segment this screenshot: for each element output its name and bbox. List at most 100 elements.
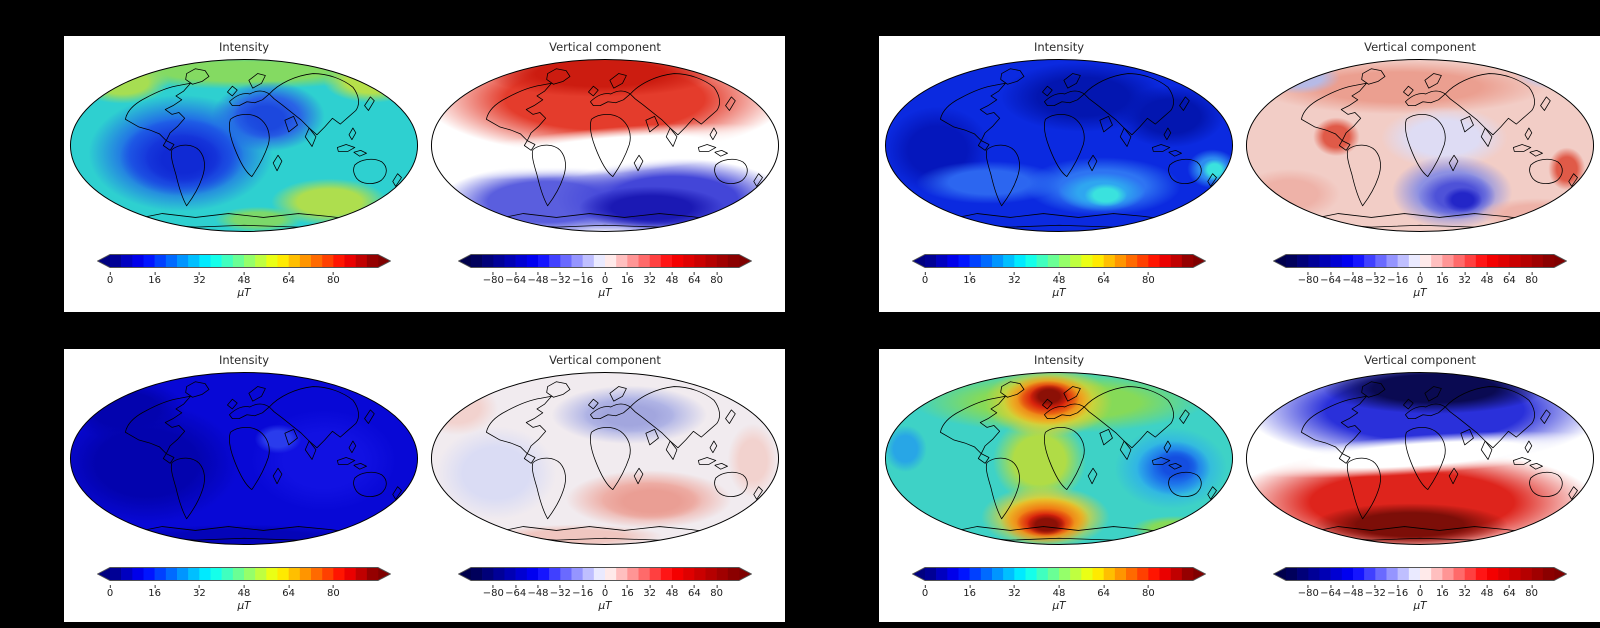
world-map-svg: [430, 58, 780, 233]
colorbar-tick-label: 0: [921, 588, 929, 599]
colorbar-tick: 16: [621, 585, 634, 600]
intensity-figure: Intensity 0 16 32 48 64 80 µT: [64, 36, 424, 312]
colorbar-tick-label: 48: [1480, 275, 1494, 286]
intensity-colorbar: 0 16 32 48 64 80 µT: [911, 566, 1207, 612]
colorbar-tick: −32: [550, 272, 571, 287]
colorbar-tick: 32: [1458, 272, 1471, 287]
colorbar-tick: 32: [643, 585, 656, 600]
colorbar-tick: 32: [1008, 272, 1021, 287]
intensity-map: [69, 58, 419, 233]
colorbar-tick: 48: [1481, 585, 1493, 600]
colorbar-tick: 80: [1142, 585, 1155, 600]
colorbar-ticks: 0 16 32 48 64 80: [97, 272, 391, 287]
colorbar-tick-label: 80: [1141, 275, 1155, 286]
colorbar-svg: [96, 567, 392, 581]
intensity-colorbar: 0 16 32 48 64 80 µT: [96, 253, 392, 299]
colorbar-ticks: 0 16 32 48 64 80: [912, 585, 1206, 600]
intensity-map: [69, 371, 419, 546]
colorbar-tick-label: 0: [1416, 275, 1424, 286]
vertical-component-map: [1245, 371, 1595, 546]
colorbar-tick-label: 0: [106, 588, 114, 599]
colorbar-tick-label: 16: [148, 275, 162, 286]
colorbar-tick: −80: [483, 272, 504, 287]
colorbar-outline: [1272, 254, 1568, 268]
colorbar-tick-label: −48: [527, 275, 549, 286]
vertical-component-map: [430, 371, 780, 546]
colorbar-tick: −80: [483, 585, 504, 600]
colorbar-tick-label: −48: [1342, 588, 1364, 599]
vertical-component-figure: Vertical component −80 −64 −48 −32 −16 0 16 32 4…: [425, 349, 785, 622]
colorbar-tick: 80: [710, 585, 723, 600]
vertical-map-title: Vertical component: [1364, 40, 1476, 54]
colorbar-tick: −48: [1342, 585, 1364, 600]
colorbar-ticks: 0 16 32 48 64 80: [97, 585, 391, 600]
colorbar-tick-label: 64: [687, 588, 701, 599]
colorbar-svg: [1272, 254, 1568, 268]
intensity-map-title: Intensity: [218, 353, 270, 367]
colorbar-tick-label: −16: [1387, 275, 1409, 286]
map-outline: [430, 371, 780, 546]
colorbar-tick-label: 64: [1097, 588, 1111, 599]
colorbar-tick-label: 16: [963, 588, 977, 599]
colorbar-tick-label: 32: [643, 275, 657, 286]
world-map-svg: [69, 371, 419, 546]
colorbar-tick: 0: [602, 585, 608, 600]
colorbar-tick-label: 64: [282, 588, 296, 599]
colorbar-tick-label: 80: [710, 275, 724, 286]
colorbar-tick: −48: [527, 272, 549, 287]
world-map-svg: [1245, 371, 1595, 546]
colorbar-tick: 32: [193, 585, 206, 600]
colorbar-outline: [457, 254, 753, 268]
panel-top-left: Intensity 0 16 32 48 64 80 µT Vertical compone…: [64, 36, 785, 312]
vertical-colorbar: −80 −64 −48 −32 −16 0 16 32 48 64 80 µT: [1272, 253, 1568, 299]
vertical-map-title: Vertical component: [1364, 353, 1476, 367]
colorbar-tick-label: −16: [572, 275, 594, 286]
colorbar-tick: 80: [327, 272, 340, 287]
colorbar-tick: 64: [688, 272, 701, 287]
colorbar-tick: 0: [922, 585, 928, 600]
map-outline: [1245, 58, 1595, 233]
colorbar-tick: −48: [1342, 272, 1364, 287]
vertical-colorbar: −80 −64 −48 −32 −16 0 16 32 48 64 80 µT: [1272, 566, 1568, 612]
vertical-map-title: Vertical component: [549, 40, 661, 54]
colorbar-tick-label: −64: [1320, 588, 1342, 599]
colorbar-tick: −16: [572, 585, 593, 600]
intensity-colorbar: 0 16 32 48 64 80 µT: [911, 253, 1207, 299]
colorbar-tick: 80: [327, 585, 340, 600]
vertical-component-figure: Vertical component −80 −64 −48 −32 −16 0 16 32 4…: [1240, 349, 1600, 622]
colorbar-tick: −16: [572, 272, 593, 287]
colorbar-tick-label: −16: [1387, 588, 1409, 599]
colorbar-tick: −80: [1298, 585, 1319, 600]
map-outline: [430, 58, 780, 233]
panel-bottom-right: Intensity 0 16 32 48 64 80 µT Vertical compone…: [879, 349, 1600, 622]
colorbar-ticks: −80 −64 −48 −32 −16 0 16 32 48 64 80: [458, 585, 752, 600]
colorbar-tick-label: −80: [1297, 275, 1319, 286]
colorbar-tick-label: 80: [1141, 588, 1155, 599]
colorbar-tick-label: 0: [601, 588, 609, 599]
colorbar-svg: [457, 567, 753, 581]
world-map-svg: [1245, 58, 1595, 233]
intensity-map: [884, 371, 1234, 546]
colorbar-tick-label: 48: [665, 588, 679, 599]
vertical-colorbar: −80 −64 −48 −32 −16 0 16 32 48 64 80 µT: [457, 566, 753, 612]
colorbar-tick: 48: [238, 272, 250, 287]
colorbar-tick: 0: [602, 272, 608, 287]
colorbar-unit-label: µT: [1052, 287, 1066, 299]
colorbar-unit-label: µT: [1413, 287, 1427, 299]
colorbar-tick: 16: [1436, 272, 1449, 287]
colorbar-tick: 32: [1008, 585, 1021, 600]
panel-bottom-left: Intensity 0 16 32 48 64 80 µT Vertical compone…: [64, 349, 785, 622]
colorbar-tick: 64: [282, 272, 295, 287]
vertical-component-map: [1245, 58, 1595, 233]
colorbar-tick-label: 64: [1502, 588, 1516, 599]
colorbar-tick-label: 80: [710, 588, 724, 599]
colorbar-tick: 48: [666, 272, 678, 287]
colorbar-tick-label: 0: [106, 275, 114, 286]
colorbar-tick: −64: [505, 585, 526, 600]
colorbar-tick-label: 64: [1502, 275, 1516, 286]
colorbar-outline: [911, 567, 1207, 581]
colorbar-tick-label: 64: [687, 275, 701, 286]
colorbar-outline: [911, 254, 1207, 268]
colorbar-outline: [457, 567, 753, 581]
